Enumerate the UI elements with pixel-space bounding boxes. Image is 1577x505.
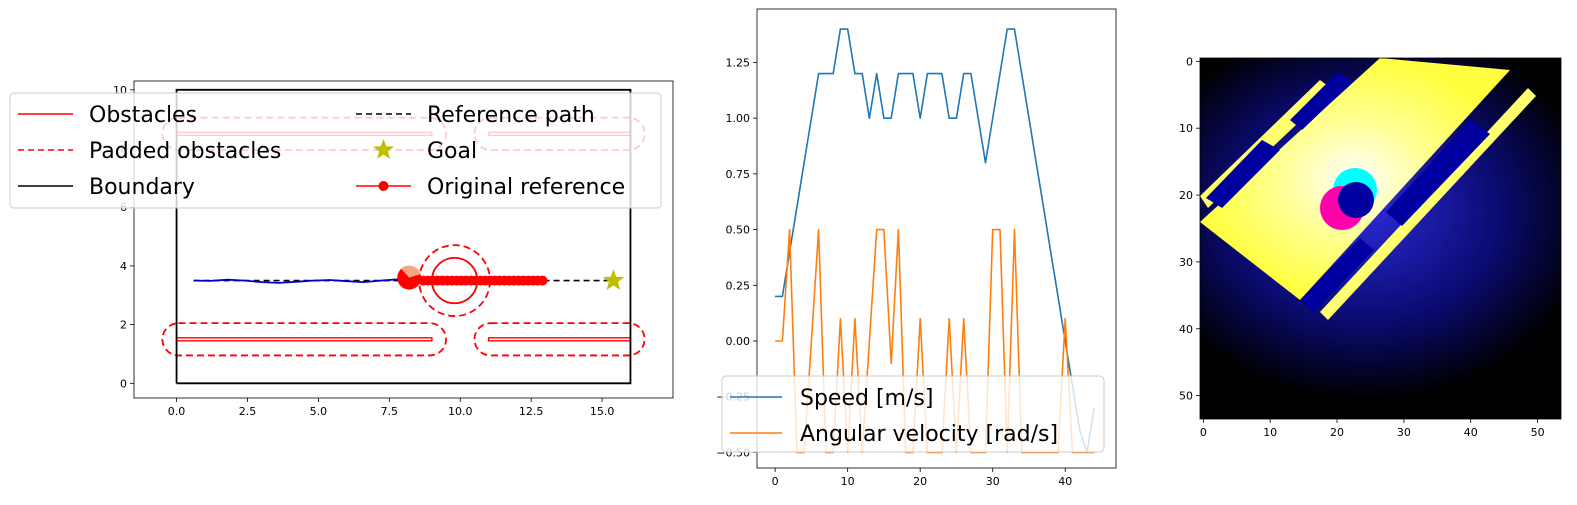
heatmap-robot-core: [1338, 182, 1374, 218]
x-axis-a-tick-label: 5.0: [310, 405, 328, 418]
x-axis-b-tick-label: 30: [986, 475, 1000, 488]
heatmap-obstacle-core-3: [1386, 120, 1490, 226]
x-axis-c-tick-label: 50: [1531, 426, 1545, 439]
y-axis-c-tick-label: 50: [1179, 390, 1193, 403]
robot-heading-wedge: [401, 265, 421, 278]
heatmap-obstacle-core-2: [1290, 72, 1352, 130]
legend-padded-label: Padded obstacles: [89, 139, 281, 164]
legend-obstacles-label: Obstacles: [89, 103, 197, 128]
x-axis-c-tick-label: 0: [1200, 426, 1207, 439]
legend-speed-label: Speed [m/s]: [800, 386, 933, 411]
legend-angular-label: Angular velocity [rad/s]: [800, 422, 1058, 447]
legend-refpath-label: Reference path: [427, 103, 595, 128]
original-reference-point: [537, 275, 548, 286]
y-axis-b-tick-label: 0.25: [726, 279, 751, 292]
y-axis-c-tick-label: 30: [1179, 256, 1193, 269]
x-axis-b-tick-label: 20: [913, 475, 927, 488]
y-axis-a-tick-label: 4: [120, 260, 127, 273]
x-axis-b-tick-label: 40: [1058, 475, 1072, 488]
x-axis-a-tick-label: 10.0: [448, 405, 473, 418]
legend-goal-label: Goal: [427, 139, 477, 164]
heatmap-lower-band: [1320, 88, 1536, 320]
legend-origref-label: Original reference: [427, 175, 625, 200]
y-axis-a-tick-label: 2: [120, 319, 127, 332]
axes-c-frame: [1199, 57, 1562, 420]
legend-a: Obstacles Padded obstacles Boundary Refe…: [9, 92, 662, 209]
legend-origref-swatch-marker: [378, 181, 389, 191]
heatmap-obstacle-core-1: [1206, 140, 1280, 208]
x-axis-b-tick-label: 0: [772, 475, 779, 488]
y-axis-b-tick-label: 1.25: [726, 56, 751, 69]
legend-b: Speed [m/s] Angular velocity [rad/s]: [721, 375, 1105, 453]
padded-obstacle: [473, 322, 646, 357]
x-axis-a-tick-label: 15.0: [590, 405, 615, 418]
y-axis-c-tick-label: 0: [1186, 55, 1193, 68]
y-axis-a-tick-label: 0: [120, 377, 127, 390]
legend-boundary-label: Boundary: [89, 175, 195, 200]
y-axis-b-tick-label: 1.00: [726, 112, 751, 125]
costmap-panel: 0 10 20 30 40 50 0 10 20 30 40 50: [1179, 55, 1562, 439]
goal-star: [602, 269, 625, 290]
x-axis-ticks-b: 0 10 20 30 40: [772, 468, 1072, 488]
y-axis-c-tick-label: 40: [1179, 323, 1193, 336]
y-axis-b-tick-label: 0.50: [726, 224, 751, 237]
moving-obstacle: [430, 256, 479, 305]
axes-a-frame: [133, 80, 674, 399]
padded-obstacle: [161, 322, 447, 357]
y-axis-b-tick-label: 0.00: [726, 335, 751, 348]
x-axis-c-tick-label: 20: [1330, 426, 1344, 439]
x-axis-b-tick-label: 10: [841, 475, 855, 488]
legend-goal-swatch: [373, 139, 394, 159]
x-axis-ticks-c: 0 10 20 30 40 50: [1200, 419, 1545, 439]
x-axis-c-tick-label: 30: [1397, 426, 1411, 439]
original-reference: [418, 275, 548, 286]
x-axis-a-tick-label: 2.5: [239, 405, 257, 418]
x-axis-a-tick-label: 7.5: [381, 405, 399, 418]
heatmap-image: [1200, 58, 1561, 400]
axes-b-frame: [756, 8, 1117, 469]
legend-b-box: [721, 375, 1105, 453]
y-axis-c-tick-label: 10: [1179, 122, 1193, 135]
x-axis-a-tick-label: 0.0: [168, 405, 186, 418]
speed-line: [775, 28, 1095, 454]
x-axis-c-tick-label: 40: [1464, 426, 1478, 439]
trajectory-panel: 0.02.55.07.510.012.515.0 0246810 Obstacl…: [9, 80, 674, 418]
heatmap-obstacle-core-4: [1300, 238, 1374, 312]
y-axis-ticks-c: 0 10 20 30 40 50: [1179, 55, 1200, 403]
x-axis-c-tick-label: 10: [1263, 426, 1277, 439]
y-axis-b-tick-label: 0.75: [726, 168, 751, 181]
trajectory-line: [193, 278, 410, 284]
legend-a-box: [9, 92, 662, 209]
x-axis-a-tick-label: 12.5: [519, 405, 544, 418]
x-axis-ticks-a: 0.0 2.5 5.0 7.5 10.0 12.5 15.0: [168, 398, 615, 418]
y-axis-c-tick-label: 20: [1179, 189, 1193, 202]
